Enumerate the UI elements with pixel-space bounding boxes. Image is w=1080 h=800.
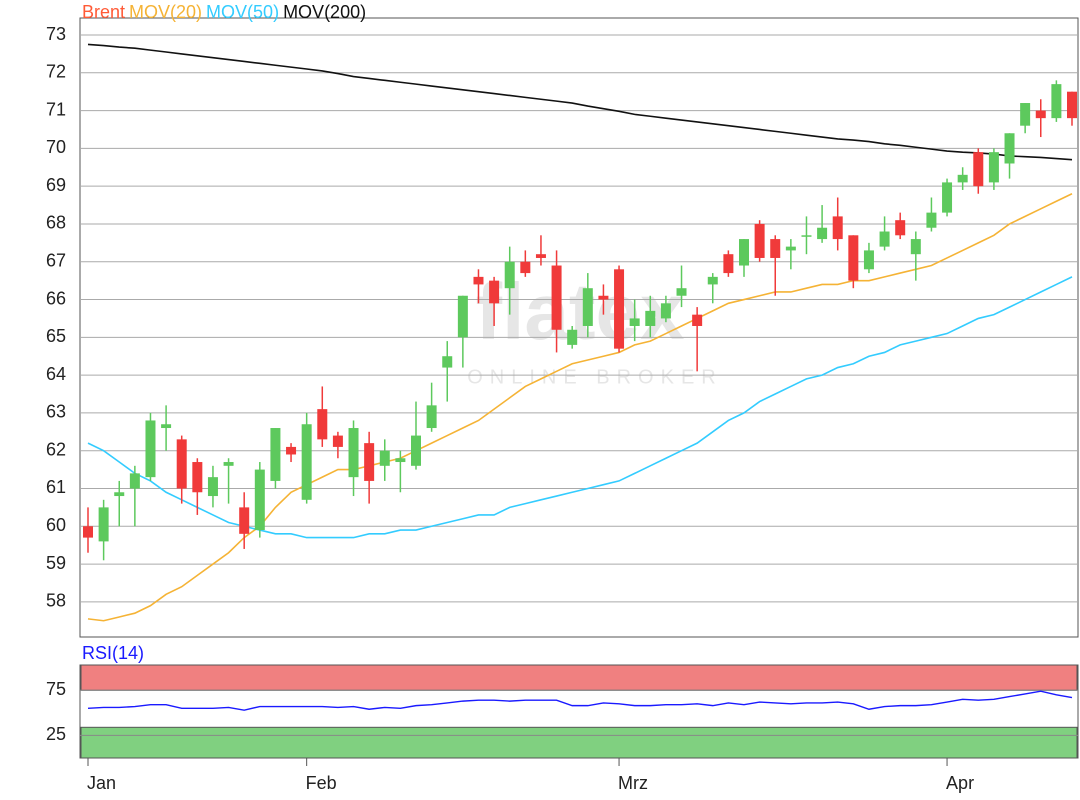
x-tick-label: Mrz	[618, 773, 648, 793]
candle-body	[832, 216, 843, 240]
rsi-zone	[80, 726, 1078, 759]
candle-body	[926, 212, 937, 228]
y-tick-label: 69	[46, 175, 66, 195]
y-tick-label: 60	[46, 515, 66, 535]
y-tick-label: 71	[46, 99, 66, 119]
candle-body	[973, 152, 984, 187]
legend-label: MOV(20)	[129, 2, 202, 22]
candle-body	[223, 462, 234, 466]
rsi-line	[87, 690, 1073, 711]
candle-body	[988, 152, 999, 183]
x-tick-label: Jan	[87, 773, 116, 793]
candle-body	[254, 469, 265, 531]
candle-body	[457, 295, 468, 338]
candle-body	[645, 310, 656, 326]
y-tick-label: 72	[46, 62, 66, 82]
moving-average-line	[87, 43, 1073, 161]
legend-label: Brent	[82, 2, 125, 22]
candle-body	[426, 405, 437, 429]
y-tick-label: 62	[46, 439, 66, 459]
y-tick-label: 61	[46, 477, 66, 497]
candle-body	[957, 174, 968, 183]
candle-body	[551, 265, 562, 330]
candle-body	[910, 239, 921, 255]
candle-body	[161, 424, 172, 429]
candle-body	[520, 261, 531, 274]
candle-body	[817, 227, 828, 240]
candle-body	[567, 329, 578, 345]
candle-body	[239, 507, 250, 534]
candle-body	[770, 239, 781, 258]
x-tick-label: Apr	[946, 773, 974, 793]
candle-body	[176, 439, 187, 489]
candle-body	[598, 295, 609, 300]
candle-body	[895, 220, 906, 236]
y-tick-label: 58	[46, 591, 66, 611]
candle-body	[207, 477, 218, 497]
y-tick-label: 70	[46, 137, 66, 157]
legend-label: MOV(200)	[283, 2, 366, 22]
candle-body	[1035, 110, 1046, 119]
candle-body	[286, 446, 297, 455]
candle-body	[98, 507, 109, 542]
candle-body	[301, 424, 312, 500]
candle-body	[582, 288, 593, 326]
candle-body	[801, 235, 812, 237]
candle-body	[723, 254, 734, 274]
candle-body	[1020, 103, 1031, 126]
x-tick-label: Feb	[306, 773, 337, 793]
candle-body	[1067, 91, 1077, 119]
y-tick-label: 66	[46, 288, 66, 308]
y-tick-label: 25	[46, 724, 66, 744]
y-tick-label: 64	[46, 364, 66, 384]
y-tick-label: 65	[46, 326, 66, 346]
candle-body	[863, 250, 874, 270]
y-tick-label: 68	[46, 213, 66, 233]
candle-body	[1051, 84, 1062, 119]
candle-body	[192, 462, 203, 493]
candle-body	[395, 458, 406, 463]
candle-body	[145, 420, 156, 478]
candle-body	[754, 223, 765, 258]
candle-body	[411, 435, 421, 466]
y-tick-label: 59	[46, 553, 66, 573]
rsi-zone	[80, 664, 1078, 691]
candle-body	[785, 246, 796, 251]
legend-label: RSI(14)	[82, 643, 144, 663]
candle-body	[364, 443, 375, 481]
candle-body	[114, 492, 125, 497]
candle-body	[83, 526, 93, 538]
moving-average-line	[87, 276, 1073, 539]
candle-body	[707, 276, 718, 285]
moving-average-line	[87, 193, 1073, 622]
candle-body	[1004, 133, 1015, 164]
candle-body	[442, 356, 453, 368]
candle-body	[317, 409, 328, 440]
candle-body	[348, 428, 359, 478]
candle-body	[739, 239, 749, 266]
candle-body	[848, 235, 859, 281]
watermark-sub: ONLINE BROKER	[467, 366, 722, 388]
candle-body	[473, 276, 484, 285]
y-tick-label: 75	[46, 679, 66, 699]
candle-body	[379, 450, 390, 466]
candle-body	[535, 254, 546, 258]
candle-body	[879, 231, 890, 247]
candle-body	[129, 473, 140, 489]
candle-body	[504, 261, 515, 289]
legend-label: MOV(50)	[206, 2, 279, 22]
candle-body	[270, 428, 281, 481]
candle-body	[660, 303, 671, 319]
y-tick-label: 73	[46, 24, 66, 44]
candle-body	[614, 269, 625, 349]
candle-body	[629, 318, 640, 326]
y-tick-label: 67	[46, 250, 66, 270]
candle-body	[942, 182, 953, 213]
candle-body	[489, 280, 500, 304]
candle-body	[676, 288, 687, 296]
candle-body	[332, 435, 343, 447]
y-tick-label: 63	[46, 402, 66, 422]
candle-body	[692, 314, 703, 326]
